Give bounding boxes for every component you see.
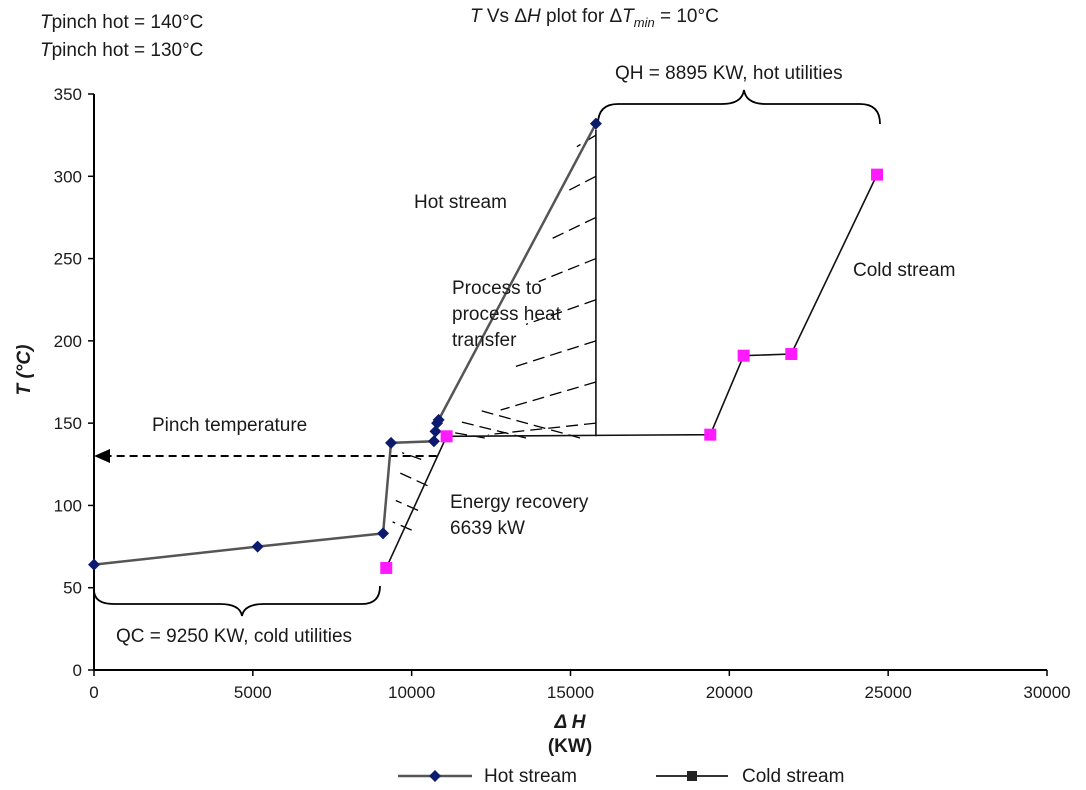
hatch-line <box>525 299 597 326</box>
hatch-line <box>500 381 597 411</box>
hot-stream-point <box>88 558 100 571</box>
hatch-line <box>395 499 419 511</box>
x-tick-label: 25000 <box>865 683 912 702</box>
process-label-line-3: transfer <box>452 330 517 351</box>
x-tick-label: 30000 <box>1023 683 1070 702</box>
x-tick-label: 15000 <box>547 683 594 702</box>
pinch-hot-note: Tpinch hot = 140°C <box>40 12 203 33</box>
x-tick-label: 5000 <box>234 683 272 702</box>
legend-cold-label: Cold stream <box>742 766 844 787</box>
qc-brace <box>93 585 381 617</box>
cold-stream-point <box>440 430 453 443</box>
cold-stream-point <box>380 561 393 574</box>
process-label-line-1: Process to <box>452 278 542 299</box>
cold-stream-point <box>785 348 798 361</box>
chart-title: T Vs ΔH plot for ΔTmin = 10°C <box>470 6 719 30</box>
x-tick-label: 0 <box>89 683 98 702</box>
y-tick-label: 150 <box>54 414 82 433</box>
x-axis-label: Δ H <box>553 712 586 733</box>
hatch-line <box>401 452 422 460</box>
y-axis-label: T (°C) <box>14 345 35 396</box>
hot-stream-point <box>251 540 264 553</box>
x-ticks: 0 5000 10000 15000 20000 25000 30000 <box>89 670 1071 702</box>
hatch-line <box>398 471 428 487</box>
hot-stream-point <box>429 425 442 438</box>
hot-stream-point <box>432 413 445 426</box>
axes <box>93 94 1047 671</box>
process-label-line-2: process heat <box>452 304 562 325</box>
hot-stream-point <box>427 435 440 448</box>
hot-stream-label: Hot stream <box>414 192 507 213</box>
energy-recovery-label-line-2: 6639 kW <box>450 518 525 539</box>
pinch-temperature-label: Pinch temperature <box>152 415 307 436</box>
x-tick-label: 20000 <box>706 683 753 702</box>
cold-stream-line <box>385 174 878 569</box>
y-tick-label: 200 <box>54 332 82 351</box>
legend-cold-marker <box>687 771 697 781</box>
hatch-line <box>478 409 581 439</box>
x-tick-label: 10000 <box>388 683 435 702</box>
pinch-cold-note: Tpinch hot = 130°C <box>40 40 203 61</box>
legend-hot-label: Hot stream <box>484 766 577 787</box>
hot-stream-point <box>589 117 602 130</box>
cold-stream-label: Cold stream <box>853 260 955 281</box>
hatch-line <box>513 340 597 368</box>
legend: Hot stream Cold stream <box>398 766 844 787</box>
y-tick-label: 100 <box>54 496 82 515</box>
y-tick-label: 250 <box>54 250 82 269</box>
y-ticks: 0 50 100 150 200 250 300 350 <box>54 85 94 680</box>
hot-stream-point <box>377 527 390 540</box>
y-tick-label: 350 <box>54 85 82 104</box>
qc-label: QC = 9250 KW, cold utilities <box>116 626 352 647</box>
legend-hot-marker <box>429 770 441 782</box>
hatch-line <box>563 175 597 194</box>
y-tick-label: 50 <box>63 579 82 598</box>
cold-stream-point <box>704 428 717 441</box>
pinch-cold-text: pinch hot = 130°C <box>52 40 204 61</box>
pinch-arrowhead <box>94 449 110 464</box>
y-tick-label: 300 <box>54 167 82 186</box>
y-tick-label: 0 <box>73 661 82 680</box>
energy-recovery-label-line-1: Energy recovery <box>450 492 589 513</box>
cold-stream-point <box>737 349 750 362</box>
series-markers <box>88 117 884 574</box>
qh-brace <box>597 89 881 125</box>
hot-stream-point <box>385 436 398 449</box>
x-axis-unit: (KW) <box>548 736 592 757</box>
hatch-line <box>551 216 597 240</box>
hatch-line <box>538 257 597 283</box>
cold-stream-point <box>871 168 884 181</box>
qh-label: QH = 8895 KW, hot utilities <box>615 63 843 84</box>
hatch-line <box>392 521 412 531</box>
pinch-hot-text: pinch hot = 140°C <box>52 12 204 33</box>
